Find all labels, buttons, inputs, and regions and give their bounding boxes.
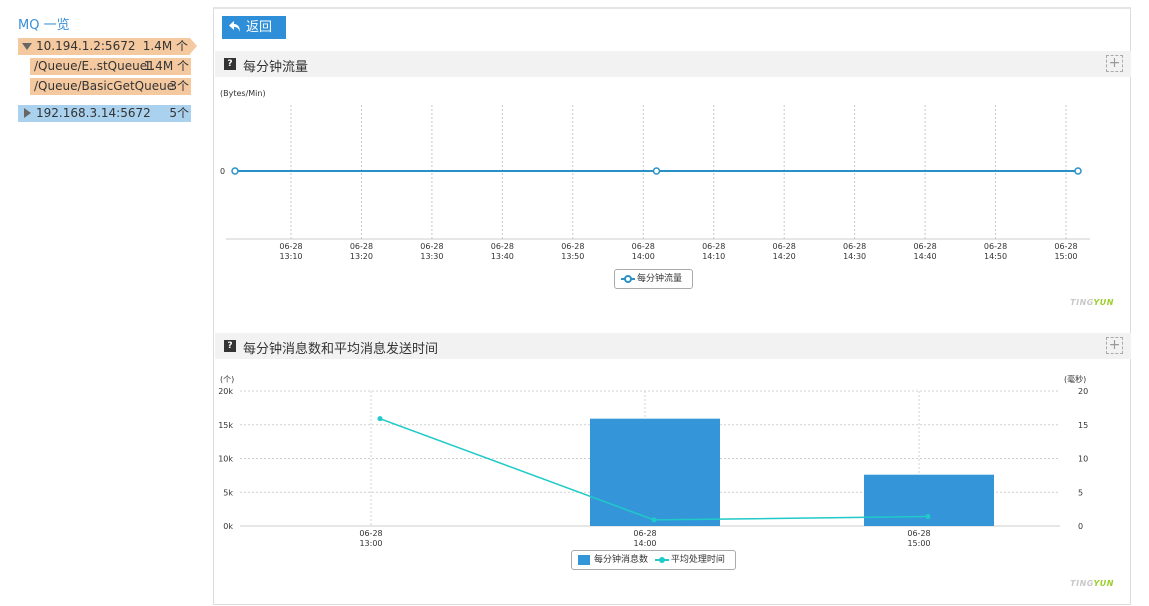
data-point [652,167,661,175]
legend-marker-icon [624,275,632,283]
queue-item[interactable]: /Queue/E..stQueue1 1.4M 个 [30,58,191,75]
queue-label: /Queue/BasicGetQueue [34,79,175,93]
x-tick-label: 06-28 15:00 [1054,242,1077,261]
y-axis-label: (个) [220,375,234,384]
x-tick-label: 06-28 14:00 [632,242,655,261]
host-label: 10.194.1.2:5672 [36,39,136,53]
messages-section-header: ? 每分钟消息数和平均消息发送时间 + [215,333,1131,359]
brand-part1: TING [1070,579,1094,588]
host-node[interactable]: 192.168.3.14:5672 5个 [18,105,191,122]
sidebar: MQ 一览 10.194.1.2:5672 1.4M 个 /Queue/E..s… [0,0,205,606]
legend-item[interactable]: 每分钟消息数 [578,551,648,569]
x-tick-label: 06-28 13:30 [420,242,443,261]
y2-tick-label: 10 [1078,455,1088,464]
queue-count: 1.4M 个 [143,59,189,73]
y-tick-label: 20k [218,387,233,396]
queue-count: 3个 [169,79,189,93]
messages-chart: (个) (毫秒) 0k 5k 10k 15k 20k 0 5 10 15 20 06-28 13:00 06… [218,374,1088,548]
traffic-section-header: ? 每分钟流量 + [215,51,1131,77]
data-point [231,167,239,175]
y-tick-label: 15k [218,421,233,430]
brand-watermark: TINGYUN [1070,298,1114,307]
expand-plus-icon[interactable]: + [1106,55,1123,72]
data-point [651,517,657,523]
queue-label: /Queue/E..stQueue1 [34,59,155,73]
y-tick-label: 0k [223,522,233,531]
bar [590,418,720,526]
back-arrow-icon [229,21,240,32]
legend-marker-icon [658,557,665,563]
x-tick-label: 06-28 13:10 [279,242,302,261]
x-tick-label: 06-28 14:50 [984,242,1007,261]
host-count: 5个 [169,106,189,120]
expanded-triangle-icon[interactable] [22,43,32,50]
x-tick-label: 06-28 14:00 [633,529,656,548]
brand-part2: YUN [1093,579,1114,588]
host-label: 192.168.3.14:5672 [36,106,151,120]
brand-watermark: TINGYUN [1070,579,1114,588]
x-tick-label: 06-28 14:40 [913,242,936,261]
legend-label: 每分钟消息数 [594,555,649,565]
legend-item[interactable]: 每分钟流量 [621,270,682,288]
legend-bar-icon [578,555,590,565]
y2-tick-label: 0 [1078,522,1083,531]
y2-tick-label: 5 [1078,488,1083,497]
data-point [925,514,931,520]
legend-item[interactable]: 平均处理时间 [654,551,725,569]
help-icon[interactable]: ? [224,340,236,352]
y-tick-label: 5k [223,488,233,497]
legend-label: 平均处理时间 [670,555,725,565]
collapsed-triangle-icon[interactable] [24,108,31,118]
back-label: 返回 [246,20,273,35]
y2-axis-label: (毫秒) [1064,374,1086,384]
y-axis-label: (Bytes/Min) [220,89,266,98]
x-tick-label: 06-28 13:00 [359,529,382,548]
x-tick-label: 06-28 14:10 [702,242,725,261]
traffic-section-title: 每分钟流量 [243,60,309,75]
x-tick-label: 06-28 13:40 [491,242,514,261]
host-node-selected[interactable]: 10.194.1.2:5672 1.4M 个 [18,38,197,55]
messages-legend[interactable]: 每分钟消息数 平均处理时间 [571,550,736,570]
brand-part2: YUN [1093,298,1114,307]
help-icon[interactable]: ? [224,58,236,70]
traffic-chart: (Bytes/Min) 06-28 13:10 06-28 13:20 06-28 13:3… [220,89,1090,261]
expand-plus-icon[interactable]: + [1106,337,1123,354]
sidebar-title[interactable]: MQ 一览 [18,18,70,33]
x-tick-label: 06-28 13:50 [561,242,584,261]
x-tick-label: 06-28 15:00 [907,529,930,548]
y2-tick-label: 15 [1078,421,1088,430]
messages-section-title: 每分钟消息数和平均消息发送时间 [243,342,439,357]
queue-item[interactable]: /Queue/BasicGetQueue 3个 [30,78,191,95]
y2-tick-label: 20 [1078,387,1088,396]
y-tick-label: 0 [220,167,225,176]
back-button[interactable]: 返回 [222,16,286,39]
traffic-legend[interactable]: 每分钟流量 [614,269,694,289]
x-tick-label: 06-28 14:20 [773,242,796,261]
y-tick-label: 10k [218,455,233,464]
legend-label: 每分钟流量 [637,274,683,284]
data-point [1074,167,1082,175]
host-count: 1.4M 个 [142,39,188,53]
main-panel: 返回 ? 每分钟流量 + (Bytes/Min) 06-28 13:10 06-28 1… [213,7,1131,605]
brand-part1: TING [1070,298,1094,307]
data-point [377,416,383,422]
x-tick-label: 06-28 13:20 [350,242,373,261]
x-tick-label: 06-28 14:30 [843,242,866,261]
